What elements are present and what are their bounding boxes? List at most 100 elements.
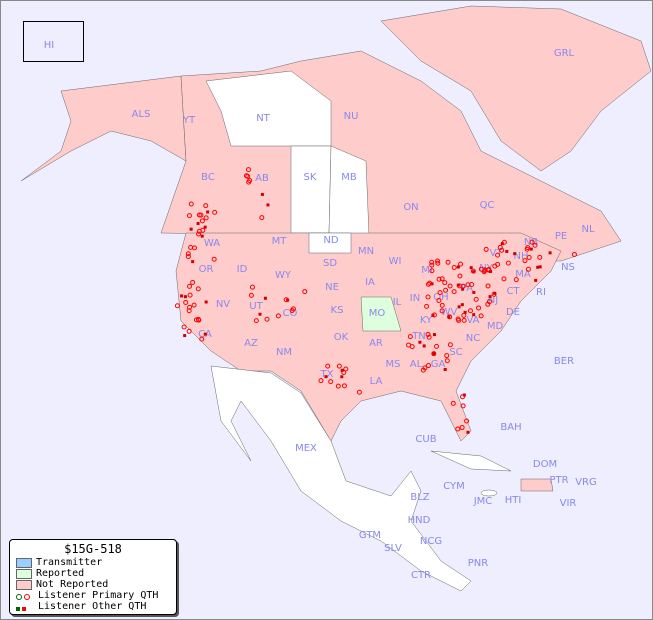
listener-marker: [450, 400, 456, 406]
listener-marker: [325, 363, 331, 369]
listener-marker: [180, 294, 184, 298]
region-label-als: ALS: [132, 109, 151, 120]
listener-marker: [459, 425, 465, 431]
listener-marker: [196, 222, 200, 226]
listener-marker: [571, 251, 577, 257]
listener-marker: [495, 261, 501, 267]
region-label-pnr: PNR: [468, 558, 489, 569]
region-GRL: [380, 5, 652, 172]
listener-marker: [467, 308, 473, 314]
listener-marker: [443, 287, 449, 293]
listener-marker: [534, 278, 538, 282]
listener-marker: [302, 289, 308, 295]
listener-marker: [206, 210, 210, 214]
listener-marker: [183, 334, 187, 338]
listener-marker: [505, 260, 511, 266]
region-label-sd: SD: [323, 258, 337, 269]
listener-marker: [443, 367, 447, 371]
region-label-mo: MO: [369, 308, 386, 319]
listener-marker: [183, 299, 189, 305]
region-label-mi: MI: [421, 265, 433, 276]
circle-marker-icon: [16, 591, 36, 600]
listener-marker: [188, 244, 194, 250]
region-label-sk: SK: [304, 172, 317, 183]
listener-marker: [340, 368, 344, 372]
listener-marker: [483, 246, 489, 252]
region-MO: [360, 296, 402, 332]
listener-marker: [436, 297, 442, 303]
listener-marker: [418, 340, 422, 344]
region-ND: [308, 232, 352, 254]
listener-marker: [505, 249, 509, 253]
listener-marker: [439, 302, 445, 308]
listener-marker: [442, 280, 448, 286]
listener-marker: [529, 247, 533, 251]
listener-marker: [200, 227, 206, 233]
listener-marker: [425, 294, 431, 300]
listener-marker: [522, 258, 528, 264]
listener-marker: [407, 334, 413, 340]
region-SK: [290, 145, 332, 234]
region-label-az: AZ: [244, 338, 258, 349]
region-label-cub: CUB: [415, 434, 436, 445]
region-label-nu: NU: [344, 111, 359, 122]
listener-marker: [457, 305, 461, 309]
listener-marker: [532, 242, 538, 248]
region-label-al: AL: [410, 359, 423, 370]
region-label-slv: SLV: [384, 543, 402, 554]
listener-marker: [181, 324, 187, 330]
listener-marker: [451, 265, 457, 271]
listener-marker: [458, 261, 464, 267]
listener-marker: [212, 209, 218, 215]
region-label-nl: NL: [581, 224, 594, 235]
listener-marker: [422, 344, 426, 348]
legend-label: Listener Primary QTH: [38, 590, 159, 601]
listener-marker: [473, 296, 479, 302]
listener-marker: [249, 284, 255, 290]
listener-marker: [193, 317, 199, 323]
region-label-il: IL: [393, 297, 402, 308]
region-label-sc: SC: [449, 347, 462, 358]
listener-marker: [447, 283, 453, 289]
listener-marker: [263, 296, 267, 300]
region-label-in: IN: [410, 293, 420, 304]
listener-marker: [196, 231, 202, 237]
region-label-ct: CT: [506, 286, 520, 297]
listener-marker: [434, 343, 440, 349]
region-label-ar: AR: [369, 338, 383, 349]
listener-marker: [548, 251, 552, 255]
region-label-nj: NJ: [488, 295, 498, 306]
region-label-nc: NC: [466, 333, 480, 344]
legend-label: Not Reported: [36, 579, 109, 590]
region-label-la: LA: [370, 376, 383, 387]
listener-marker: [431, 312, 437, 318]
region-label-pa: PA: [461, 283, 473, 294]
listener-marker: [203, 225, 207, 229]
listener-marker: [463, 310, 467, 314]
listener-marker: [429, 268, 435, 274]
reported-swatch: [16, 568, 32, 579]
listener-marker: [203, 332, 207, 336]
listener-marker: [336, 363, 342, 369]
listener-marker: [524, 246, 530, 252]
region-label-ab: AB: [255, 173, 269, 184]
listener-marker: [461, 287, 465, 291]
listener-marker: [195, 316, 201, 322]
listener-marker: [435, 260, 441, 266]
hawaii-inset: [23, 21, 84, 62]
listener-marker: [183, 295, 187, 299]
region-label-mt: MT: [272, 236, 288, 247]
listener-marker: [186, 213, 192, 219]
listener-marker: [266, 203, 270, 207]
listener-marker: [536, 265, 540, 269]
region-label-vir: VIR: [560, 498, 577, 509]
region-label-or: OR: [199, 264, 214, 275]
listener-marker: [456, 317, 462, 323]
region-label-hi: HI: [44, 40, 54, 51]
listener-marker: [445, 259, 451, 265]
listener-marker: [486, 266, 492, 272]
region-label-wy: WY: [275, 270, 292, 281]
listener-marker: [199, 336, 205, 342]
listener-marker: [461, 312, 467, 318]
